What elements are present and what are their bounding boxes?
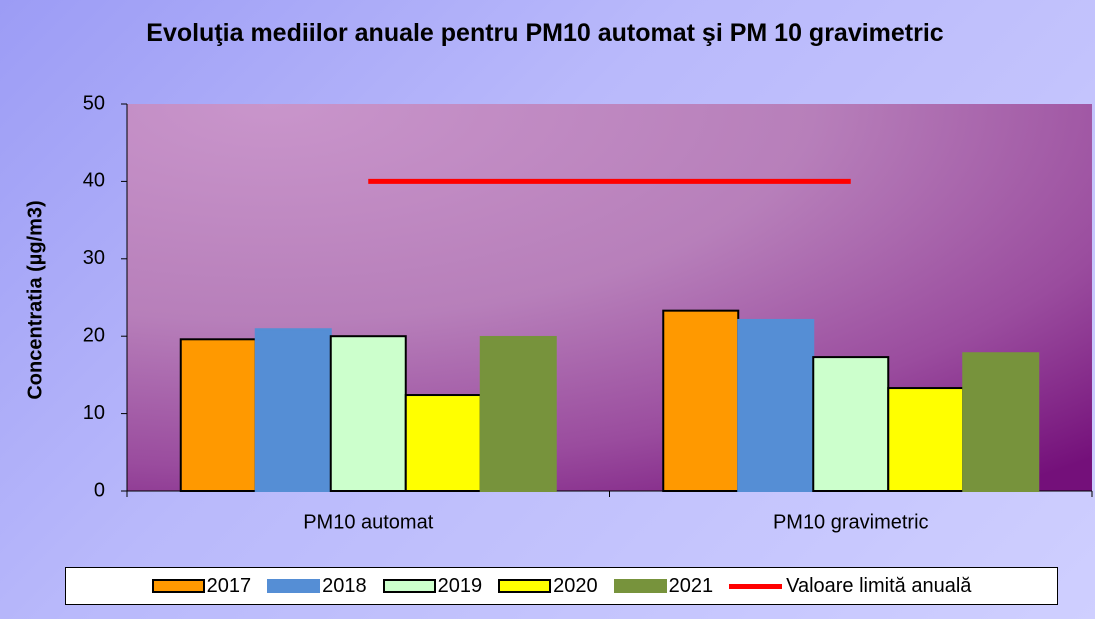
y-tick-label: 30 [83, 247, 105, 269]
legend-swatch [382, 579, 436, 593]
legend-swatch [498, 579, 552, 593]
bar [962, 352, 1040, 492]
bar [404, 394, 482, 492]
y-tick-label: 0 [94, 479, 105, 501]
bar [887, 387, 965, 493]
legend-label: 2020 [553, 574, 598, 597]
legend-item: 2020 [498, 575, 598, 598]
legend-item: 2021 [613, 574, 714, 598]
legend-swatch [613, 579, 667, 593]
chart-title: Evoluţia mediilor anuale pentru PM10 aut… [146, 19, 944, 47]
legend-label: 2021 [668, 574, 714, 597]
legend-swatch [729, 583, 783, 589]
legend-label: 2018 [322, 574, 367, 597]
legend: 2017 2018 2019 2020 2021 Valoare limită anual… [65, 567, 1058, 605]
legend-item: 2017 [151, 574, 252, 598]
y-tick-label: 40 [83, 170, 105, 192]
legend-label: 2019 [437, 574, 483, 597]
bar [479, 335, 557, 492]
bar [179, 338, 257, 492]
legend-label: 2017 [206, 574, 252, 597]
legend-item: 2019 [382, 574, 483, 598]
y-tick-label: 10 [83, 402, 105, 424]
y-tick-label: 20 [83, 324, 105, 346]
x-tick-label: PM10 automat [303, 511, 434, 533]
legend-label: Valoare limită anuală [786, 574, 972, 597]
y-tick-label: 50 [83, 92, 105, 114]
bar [329, 335, 407, 493]
bar [254, 328, 332, 493]
bar [662, 309, 740, 492]
bar [812, 356, 890, 492]
legend-item: 2018 [267, 575, 367, 598]
bar [737, 318, 815, 493]
x-tick-label: PM10 gravimetric [773, 511, 929, 533]
legend-swatch [267, 579, 321, 593]
y-axis-label: Concentratia (µg/m3) [24, 200, 46, 399]
legend-swatch [151, 579, 205, 593]
legend-item: Valoare limită anuală [729, 575, 971, 598]
